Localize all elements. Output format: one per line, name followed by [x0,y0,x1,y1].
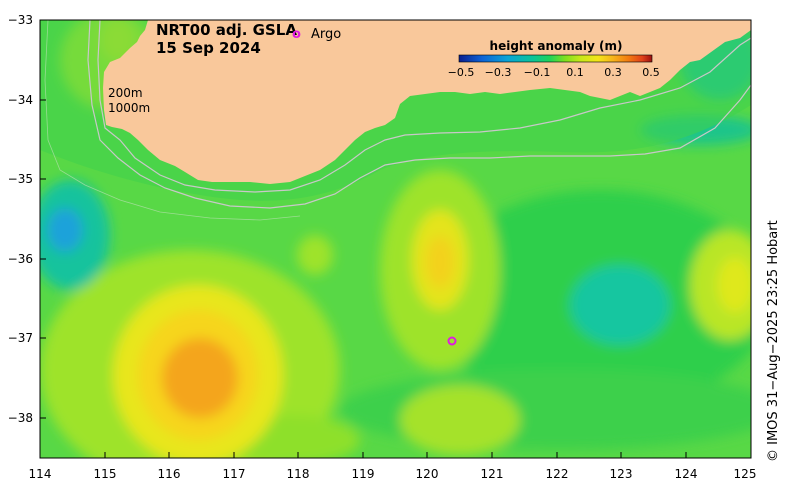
y-tick-label: −38 [8,411,33,425]
x-tick-label: 114 [29,467,52,481]
colorbar-tick: 0.1 [566,66,584,79]
colorbar-title: height anomaly (m) [490,39,623,53]
colorbar-tick: 0.3 [604,66,622,79]
contour-200m [97,20,751,193]
x-tick-label: 116 [158,467,181,481]
depth-label-1000m: 1000m [108,101,150,115]
colorbar-tick: −0.3 [485,66,512,79]
x-tick-label: 124 [675,467,698,481]
x-tick-label: 119 [352,467,375,481]
high-region [426,236,454,288]
low-region [47,208,83,252]
colorbar-scale [458,54,653,63]
colorbar-tick: −0.5 [448,66,475,79]
plot-frame [39,19,752,459]
colorbar: height anomaly (m) −0.5 −0.3 −0.1 0.1 0.… [448,39,660,79]
anomaly-field [40,20,751,458]
high-region [162,338,238,418]
low-region [570,265,670,345]
contour-1000m [87,20,751,209]
high-region [717,257,751,313]
depth-label-200m: 200m [108,86,143,100]
argo-legend-label: Argo [311,27,341,42]
map-title: NRT00 adj. GSLA [156,21,297,39]
x-tick-label: 115 [94,467,117,481]
argo-legend-symbol: o [292,27,301,42]
y-tick-label: −34 [8,93,33,107]
y-tick-label: −33 [8,13,33,27]
contour-line [44,20,301,221]
y-tick-label: −35 [8,172,33,186]
argo-float-marker[interactable] [447,336,457,346]
x-tick-label: 122 [546,467,569,481]
x-tick-label: 121 [481,467,504,481]
x-axis: 114 115 116 117 118 119 120 121 122 123 … [29,452,757,481]
imos-credit: © IMOS 31−Aug−2025 23:25 Hobart [766,220,781,462]
y-tick-label: −36 [8,252,33,266]
high-region [400,385,520,455]
colorbar-tick: 0.5 [642,66,660,79]
x-tick-label: 125 [734,467,757,481]
x-tick-label: 120 [416,467,439,481]
x-tick-label: 118 [287,467,310,481]
x-tick-label: 117 [223,467,246,481]
high-region [297,235,333,275]
y-tick-label: −37 [8,331,33,345]
x-tick-label: 123 [610,467,633,481]
map-date: 15 Sep 2024 [156,39,261,57]
colorbar-tick: −0.1 [524,66,551,79]
y-axis: −33 −34 −35 −36 −37 −38 [8,13,46,425]
